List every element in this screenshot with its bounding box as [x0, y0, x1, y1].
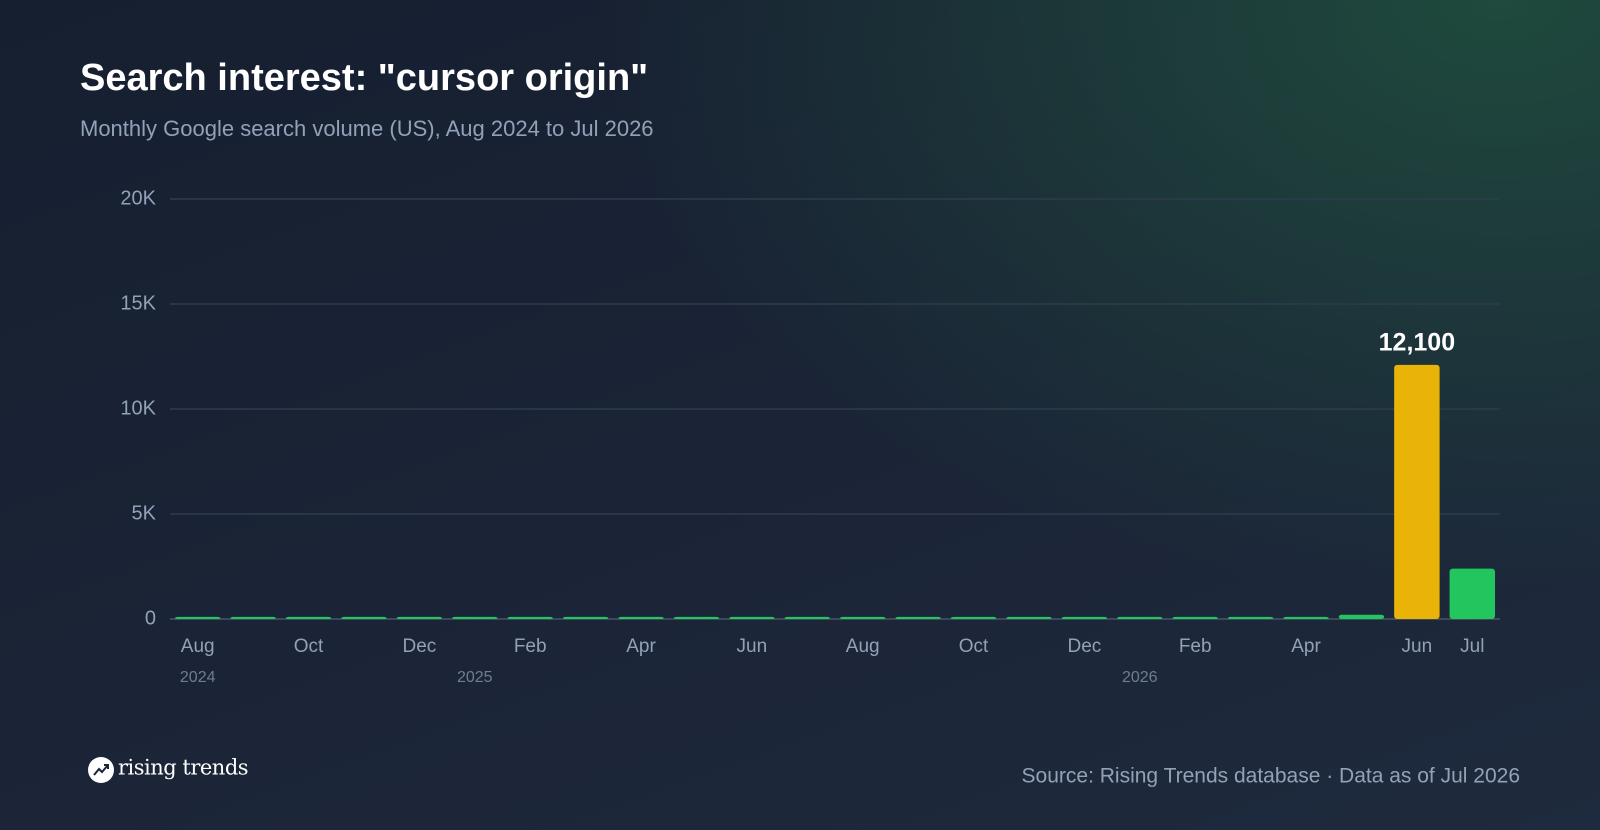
bar [618, 616, 664, 619]
bar [1172, 616, 1218, 619]
x-tick-label: Feb [514, 636, 547, 657]
bar [1449, 568, 1496, 619]
bar [1061, 616, 1108, 619]
year-label: 2025 [457, 669, 493, 686]
x-tick-label: Aug [846, 636, 880, 657]
value-label: 12,100 [1379, 329, 1455, 357]
x-tick-label: Apr [626, 636, 656, 657]
x-tick-label: Dec [1067, 636, 1101, 657]
bar [341, 616, 387, 619]
x-tick-label: Dec [402, 636, 436, 657]
x-tick-label: Oct [959, 636, 989, 657]
bar [1006, 616, 1052, 619]
x-tick-label: Jun [1402, 636, 1433, 657]
y-tick-label: 20K [120, 187, 156, 209]
bar [1227, 616, 1274, 619]
x-tick-label: Jul [1460, 636, 1484, 657]
bar [174, 616, 221, 619]
bar [507, 616, 553, 619]
chart-subtitle: Monthly Google search volume (US), Aug 2… [80, 116, 654, 141]
bar [1338, 614, 1385, 619]
bar [895, 616, 941, 619]
y-tick-label: 5K [132, 502, 157, 524]
bar [673, 616, 720, 619]
bar [950, 616, 997, 619]
y-tick-label: 10K [120, 397, 156, 419]
y-tick-label: 15K [120, 292, 156, 314]
year-label: 2024 [180, 669, 216, 686]
x-tick-label: Jun [737, 636, 768, 657]
brand-name: rising trends [118, 756, 248, 780]
bar [729, 616, 775, 619]
bar [1117, 616, 1163, 619]
bar [839, 616, 886, 619]
year-label: 2026 [1122, 669, 1158, 686]
bar [784, 616, 831, 619]
x-tick-label: Oct [294, 636, 324, 657]
x-tick-label: Apr [1291, 636, 1321, 657]
bar [1283, 616, 1329, 619]
y-tick-label: 0 [145, 607, 156, 629]
chart-title: Search interest: "cursor origin" [80, 57, 648, 99]
bar [1394, 364, 1440, 619]
x-tick-label: Feb [1179, 636, 1212, 657]
bar [562, 616, 609, 619]
x-tick-label: Aug [181, 636, 215, 657]
bar [230, 616, 276, 619]
bar [285, 616, 332, 619]
bar [452, 616, 498, 619]
bar [396, 616, 443, 619]
brand-logo [88, 757, 114, 783]
source-note: Source: Rising Trends database · Data as… [1022, 765, 1520, 788]
